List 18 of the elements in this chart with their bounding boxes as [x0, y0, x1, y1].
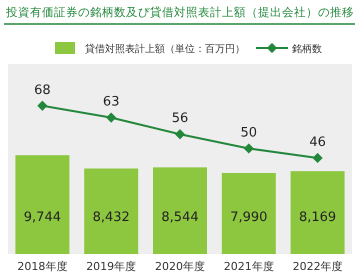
legend-label: 銘柄数 — [292, 43, 322, 55]
data-label: 8,544 — [161, 210, 199, 225]
data-label: 9,744 — [24, 210, 62, 225]
data-label: 46 — [309, 134, 326, 150]
data-label: 8,432 — [92, 210, 130, 225]
data-label: 56 — [172, 111, 188, 126]
x-tick-label: 2018年度 — [17, 260, 68, 273]
legend-label: 貸借対照表計上額（単位：百万円） — [85, 43, 245, 55]
data-label: 63 — [102, 94, 120, 110]
title: 投資有価証券の銘柄数及び貸借対照表計上額（提出会社）の推移 — [6, 5, 354, 19]
x-tick-label: 2019年度 — [86, 260, 136, 273]
data-label: 8,169 — [298, 210, 336, 225]
x-tick-label: 2022年度 — [292, 260, 343, 273]
data-label: 7,990 — [230, 210, 268, 225]
x-tick-label: 2020年度 — [155, 260, 205, 273]
data-label: 50 — [240, 125, 258, 140]
x-tick-label: 2021年度 — [224, 260, 274, 273]
data-label: 68 — [34, 82, 51, 98]
